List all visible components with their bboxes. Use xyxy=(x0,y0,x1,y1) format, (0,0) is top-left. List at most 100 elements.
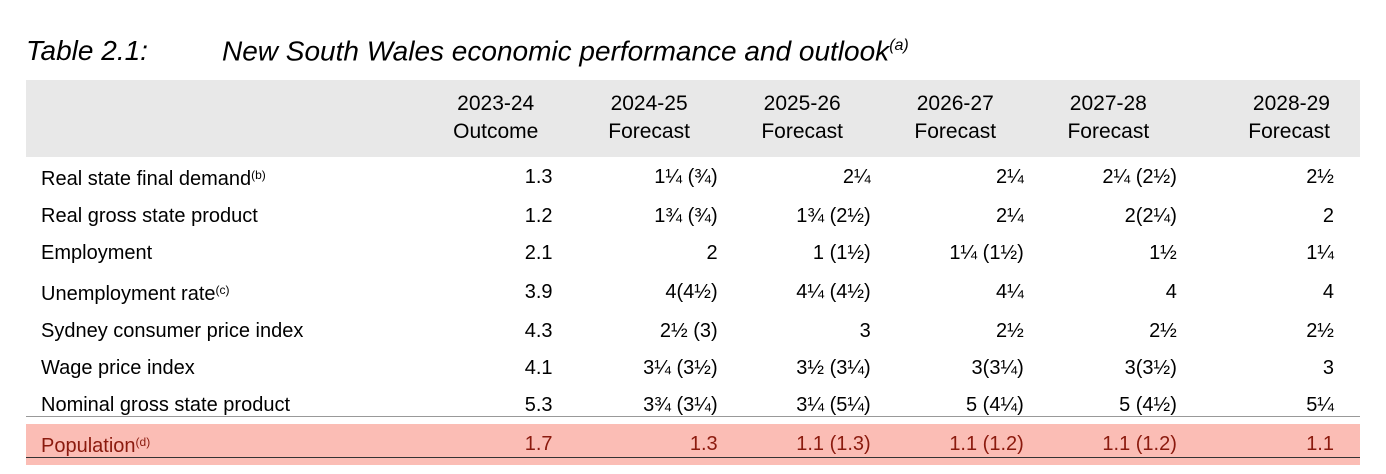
value-cell: 1.2 xyxy=(524,205,553,227)
value-cell: 2½ xyxy=(1306,320,1334,342)
value-cell: 1¾ (¾) xyxy=(654,205,718,227)
value-cell: 3¾ (3¼) xyxy=(643,394,718,416)
value-cell: 2 xyxy=(1322,205,1334,227)
value-cell: 3.9 xyxy=(524,281,553,303)
header-status: Forecast xyxy=(608,120,690,143)
value-cell: 2 xyxy=(706,242,718,264)
row-label: Sydney consumer price index xyxy=(26,313,419,350)
value-cell: 1.1 xyxy=(1306,433,1334,455)
value-cell: 1.1 (1.2) xyxy=(1102,433,1177,455)
header-status: Forecast xyxy=(761,120,844,143)
row-footnote-marker: (d) xyxy=(135,435,151,449)
row-label-text: Real gross state product xyxy=(41,205,258,227)
value-cell: 1.3 xyxy=(689,433,718,455)
value-cell: 1.1 (1.3) xyxy=(796,433,871,455)
row-label: Unemployment rate(c) xyxy=(26,272,419,313)
value-cell: 2½ xyxy=(995,320,1024,342)
value-cell: 3½ (3¼) xyxy=(796,357,871,379)
value-cell: 4.1 xyxy=(524,357,553,379)
table-number: Table 2.1: xyxy=(26,35,148,67)
value-cell: 1.1 (1.2) xyxy=(949,433,1024,455)
value-cell: 3 xyxy=(859,320,871,342)
value-cell: 5¼ xyxy=(1306,394,1334,416)
header-col-1: 2023-24 Outcome xyxy=(419,80,573,157)
row-label: Real gross state product xyxy=(26,198,419,235)
table-title: Table 2.1: New South Wales economic perfo… xyxy=(26,26,909,66)
header-col-4: 2026-27 Forecast xyxy=(879,80,1032,157)
row-label-text: Wage price index xyxy=(41,357,195,379)
table-row: Real state final demand(b) 1.3 1¼ (¾) 2¼ 2¼ 2… xyxy=(26,157,1360,198)
value-cell: 4.3 xyxy=(524,320,553,342)
value-cell: 4¼ (4½) xyxy=(796,281,871,303)
highlight-top-divider xyxy=(26,416,1360,417)
header-row: 2023-24 Outcome 2024-25 Forecast 2025-26 Fo… xyxy=(26,80,1360,157)
value-cell: 2½ xyxy=(1149,320,1177,342)
value-cell: 1.7 xyxy=(524,433,553,455)
header-col-5: 2027-28 Forecast xyxy=(1032,80,1185,157)
value-cell: 2½ xyxy=(1306,166,1334,188)
value-cell: 4(4½) xyxy=(665,281,718,303)
value-cell: 2¼ xyxy=(995,166,1024,188)
value-cell: 4¼ xyxy=(995,281,1024,303)
title-footnote-marker: (a) xyxy=(889,37,909,54)
table-row: Nominal gross state product 5.3 3¾ (3¼) 3¼ … xyxy=(26,387,1360,424)
value-cell: 3(3½) xyxy=(1124,357,1177,379)
value-cell: 3¼ (5¼) xyxy=(796,394,871,416)
value-cell: 2(2¼) xyxy=(1124,205,1177,227)
header-status: Outcome xyxy=(453,120,539,143)
row-footnote-marker: (b) xyxy=(251,168,266,182)
header-year: 2028-29 xyxy=(1252,92,1330,115)
value-cell: 3¼ (3½) xyxy=(643,357,718,379)
row-label-text: Nominal gross state product xyxy=(41,394,291,416)
row-label-text: Population xyxy=(41,435,136,457)
table-row: Real gross state product 1.2 1¾ (¾) 1¾ (2½)… xyxy=(26,198,1360,235)
value-cell: 2½ (3) xyxy=(659,320,718,342)
header-year: 2026-27 xyxy=(916,92,994,115)
row-label: Population(d) xyxy=(26,424,419,465)
header-col-6: 2028-29 Forecast xyxy=(1185,80,1360,157)
row-label-text: Employment xyxy=(41,242,153,264)
value-cell: 1¼ (¾) xyxy=(654,166,718,188)
row-label: Real state final demand(b) xyxy=(26,157,419,198)
header-col-2: 2024-25 Forecast xyxy=(573,80,726,157)
value-cell: 1¼ xyxy=(1306,242,1334,264)
header-year: 2023-24 xyxy=(457,92,535,115)
value-cell: 2.1 xyxy=(524,242,553,264)
value-cell: 3(3¼) xyxy=(971,357,1024,379)
value-cell: 1 (1½) xyxy=(812,242,871,264)
table-header: 2023-24 Outcome 2024-25 Forecast 2025-26 Fo… xyxy=(26,80,1360,157)
header-year: 2024-25 xyxy=(610,92,688,115)
table-row: Population(d) 1.7 1.3 1.1 (1.3) 1.1 (1.2) 1.1… xyxy=(26,424,1360,465)
value-cell: 4 xyxy=(1165,281,1177,303)
row-label-text: Real state final demand xyxy=(41,168,252,190)
row-label: Wage price index xyxy=(26,350,419,387)
header-status: Forecast xyxy=(914,120,997,143)
row-footnote-marker: (c) xyxy=(215,283,230,297)
table-title-text: New South Wales economic performance and… xyxy=(222,35,890,67)
value-cell: 1¼ (1½) xyxy=(949,242,1024,264)
row-label-text: Unemployment rate xyxy=(41,283,216,305)
value-cell: 1½ xyxy=(1149,242,1177,264)
table-row: Wage price index 4.1 3¼ (3½) 3½ (3¼) 3(3¼) 3(… xyxy=(26,350,1360,387)
value-cell: 4 xyxy=(1322,281,1334,303)
table-row: Employment 2.1 2 1 (1½) 1¼ (1½) 1½ 1¼ xyxy=(26,235,1360,272)
value-cell: 2¼ (2½) xyxy=(1102,166,1177,188)
economic-outlook-table: 2023-24 Outcome 2024-25 Forecast 2025-26 Fo… xyxy=(26,80,1360,465)
value-cell: 5 (4¼) xyxy=(965,394,1024,416)
table-row: Unemployment rate(c) 3.9 4(4½) 4¼ (4½) 4¼ 4 4 xyxy=(26,272,1360,313)
header-status: Forecast xyxy=(1067,120,1150,143)
value-cell: 3 xyxy=(1322,357,1334,379)
row-label-text: Sydney consumer price index xyxy=(41,320,304,342)
header-year: 2025-26 xyxy=(763,92,841,115)
value-cell: 1.3 xyxy=(524,166,553,188)
value-cell: 5.3 xyxy=(524,394,553,416)
table-row: Sydney consumer price index 4.3 2½ (3) 3 2½ 2… xyxy=(26,313,1360,350)
header-year: 2027-28 xyxy=(1069,92,1147,115)
value-cell: 1¾ (2½) xyxy=(796,205,871,227)
table-body: Real state final demand(b) 1.3 1¼ (¾) 2¼ 2¼ 2… xyxy=(26,157,1360,465)
value-cell: 2¼ xyxy=(842,166,871,188)
row-label: Employment xyxy=(26,235,419,272)
header-blank-cell xyxy=(26,80,419,157)
table-bottom-rule xyxy=(26,457,1360,458)
row-label: Nominal gross state product xyxy=(26,387,419,424)
